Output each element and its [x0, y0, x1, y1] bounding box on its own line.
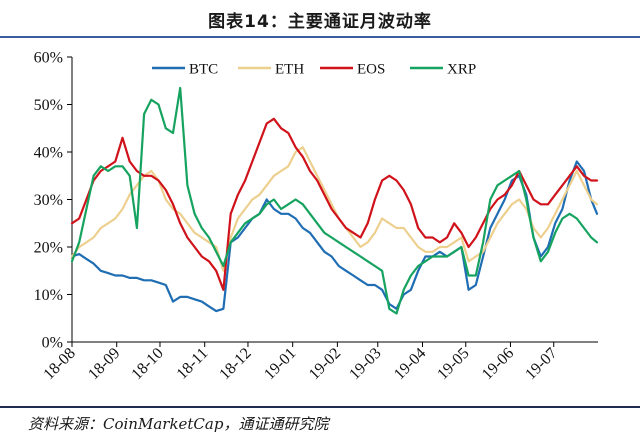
legend-label-xrp: XRP	[447, 62, 476, 78]
series-line-eth	[70, 146, 599, 272]
y-axis-ticks: 0% 10% 20% 30% 40% 50% 60%	[34, 50, 72, 352]
series-line-btc	[70, 160, 599, 313]
y-tick-label: 40%	[34, 145, 63, 162]
x-tick-label: 19-02	[306, 345, 344, 383]
y-tick-label: 50%	[34, 97, 63, 114]
legend-label-eth: ETH	[275, 62, 304, 78]
x-tick-label: 18-09	[85, 345, 123, 383]
y-tick-label: 0%	[42, 335, 63, 352]
figure-title: 图表14：主要通证月波动率	[208, 12, 432, 32]
series-line-xrp	[70, 86, 599, 315]
source-divider	[0, 406, 640, 408]
y-tick-label: 20%	[34, 240, 63, 257]
series-lines	[70, 86, 599, 315]
y-tick-label: 10%	[34, 287, 63, 304]
title-divider	[0, 36, 640, 38]
x-tick-label: 18-10	[128, 345, 166, 383]
line-chart: 0% 10% 20% 30% 40% 50% 60% 18-08 18-09 18-10 18-1…	[34, 50, 599, 383]
y-tick-label: 60%	[34, 50, 63, 67]
x-tick-label: 19-05	[434, 345, 472, 383]
x-axis-ticks: 18-08 18-09 18-10 18-11 18-12 19-01 19-02 19-03…	[40, 342, 561, 383]
x-tick-label: 19-04	[391, 345, 429, 383]
x-tick-label: 19-03	[346, 345, 384, 383]
x-tick-label: 19-01	[261, 345, 299, 383]
legend-label-btc: BTC	[189, 62, 218, 78]
y-tick-label: 30%	[34, 192, 63, 209]
series-line-eos	[70, 117, 599, 291]
x-tick-label: 19-07	[522, 345, 560, 383]
legend-label-eos: EOS	[357, 62, 385, 78]
x-tick-label: 19-06	[479, 345, 517, 383]
legend: BTC ETH EOS XRP	[152, 62, 476, 78]
x-tick-label: 18-11	[174, 345, 212, 383]
source-note: 资料来源：CoinMarketCap，通证通研究院	[28, 415, 329, 433]
x-tick-label: 18-12	[216, 345, 254, 383]
